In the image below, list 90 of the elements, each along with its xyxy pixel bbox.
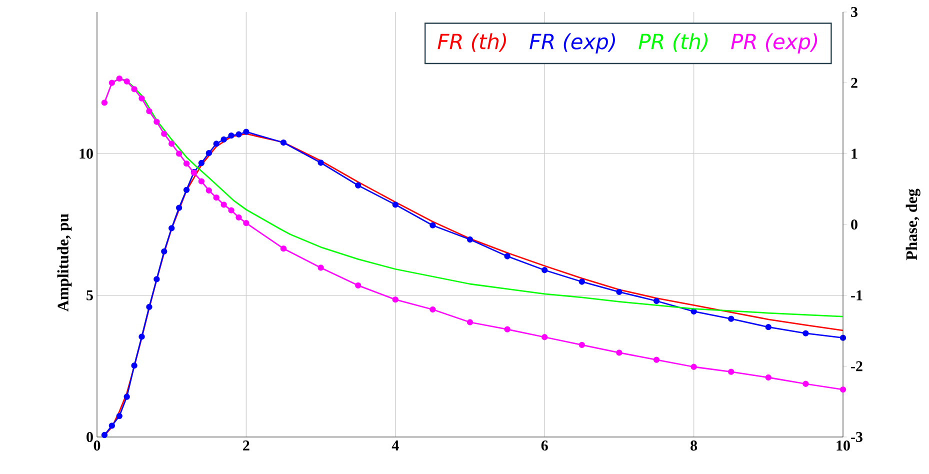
point bbox=[236, 214, 242, 221]
point bbox=[840, 386, 846, 393]
point bbox=[318, 264, 324, 271]
text: PR (th) bbox=[638, 33, 708, 52]
x-tick-label: 0 bbox=[94, 440, 100, 451]
point bbox=[183, 160, 190, 167]
point bbox=[138, 95, 145, 102]
x-tick-label: 10 bbox=[836, 440, 850, 451]
point bbox=[280, 245, 287, 252]
point bbox=[220, 202, 227, 208]
point bbox=[243, 128, 250, 135]
point bbox=[243, 220, 250, 226]
point bbox=[765, 374, 772, 381]
point bbox=[616, 288, 622, 296]
point bbox=[802, 380, 809, 387]
point bbox=[236, 131, 242, 138]
point bbox=[176, 150, 182, 157]
point bbox=[116, 75, 122, 82]
point bbox=[183, 186, 190, 194]
point bbox=[220, 136, 227, 143]
point bbox=[154, 276, 160, 282]
point bbox=[504, 326, 510, 332]
point bbox=[161, 130, 168, 137]
point bbox=[101, 100, 108, 106]
point bbox=[542, 334, 548, 340]
y2-tick-label: 2 bbox=[851, 78, 858, 88]
point bbox=[728, 316, 734, 322]
y-axis-title: Amplitude, pu bbox=[57, 214, 72, 312]
point bbox=[124, 78, 130, 85]
y2-axis-title: Phase, deg bbox=[906, 188, 920, 260]
point bbox=[228, 132, 234, 139]
point bbox=[653, 298, 660, 304]
point bbox=[206, 150, 212, 156]
point bbox=[392, 296, 398, 303]
point bbox=[198, 178, 205, 184]
point bbox=[802, 330, 809, 336]
point bbox=[206, 187, 212, 194]
point bbox=[124, 394, 130, 400]
y-tick-label: 5 bbox=[86, 290, 93, 300]
point bbox=[213, 194, 220, 201]
point bbox=[108, 422, 116, 429]
y2-tick-label: 0 bbox=[851, 219, 858, 230]
point bbox=[146, 108, 152, 114]
x-tick-label: 2 bbox=[243, 440, 250, 450]
y2-tick-label: 3 bbox=[851, 6, 858, 18]
point bbox=[728, 368, 734, 375]
point bbox=[131, 86, 138, 92]
y2-tick-label: 1 bbox=[852, 148, 858, 159]
point bbox=[653, 356, 660, 363]
text: PR (exp) bbox=[731, 33, 818, 54]
point bbox=[542, 267, 548, 274]
y2-tick-label: -2 bbox=[851, 361, 862, 372]
point bbox=[138, 334, 145, 340]
point bbox=[116, 412, 122, 420]
y2-tick-label: -3 bbox=[851, 432, 862, 442]
point bbox=[690, 364, 697, 370]
point bbox=[198, 160, 205, 166]
point bbox=[578, 342, 585, 348]
point bbox=[355, 182, 362, 188]
point bbox=[578, 278, 585, 285]
point bbox=[146, 304, 152, 310]
x-tick-label: 8 bbox=[690, 440, 698, 451]
point bbox=[161, 248, 168, 255]
point bbox=[154, 118, 160, 125]
point bbox=[108, 80, 116, 86]
point bbox=[466, 319, 474, 326]
x-tick-label: 4 bbox=[392, 440, 399, 450]
text: FR (exp) bbox=[530, 33, 615, 54]
point bbox=[355, 282, 362, 289]
y-tick-label: 0 bbox=[86, 432, 93, 442]
point bbox=[280, 140, 287, 146]
point bbox=[176, 204, 182, 211]
point bbox=[392, 202, 398, 208]
point bbox=[168, 225, 175, 232]
point bbox=[430, 306, 436, 313]
x-tick-label: 6 bbox=[541, 440, 548, 451]
point bbox=[101, 432, 108, 438]
point bbox=[228, 207, 234, 214]
y-tick-label: 10 bbox=[80, 148, 93, 159]
point bbox=[504, 253, 510, 260]
point bbox=[765, 324, 772, 330]
text: FR (th) bbox=[438, 33, 506, 52]
y2-tick-label: -1 bbox=[851, 290, 862, 300]
point bbox=[466, 236, 474, 243]
point bbox=[318, 160, 324, 166]
point bbox=[168, 140, 175, 147]
point bbox=[131, 362, 138, 369]
point bbox=[616, 350, 622, 356]
point bbox=[213, 140, 220, 147]
point bbox=[430, 222, 436, 228]
